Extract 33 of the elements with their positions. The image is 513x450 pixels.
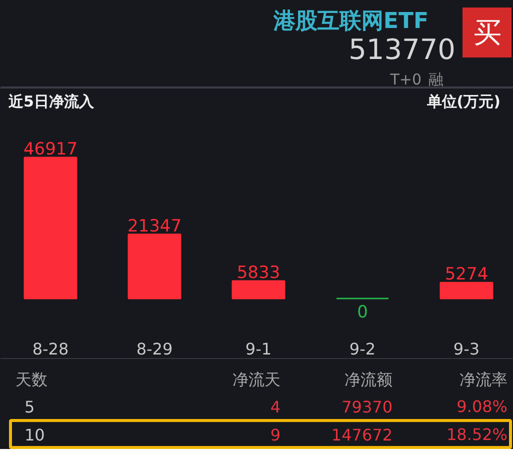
x-tick-label: 9-2 [349,340,376,358]
text: 147672 [331,426,392,444]
text: T+0 [389,70,422,88]
text: 4 [270,398,281,416]
text: 净流额 [344,370,392,389]
bar [24,156,78,300]
bar [232,280,286,300]
text: 5 [24,398,35,416]
bar [128,234,182,300]
data-label: 5274 [444,264,488,285]
data-label: 46917 [23,140,78,160]
chart-title: 近5日净流入 [8,92,95,110]
data-label: 5833 [236,262,280,283]
data-label: 0 [357,302,368,322]
text: 港股互联网ETF [272,9,429,34]
bar [440,282,494,300]
text: 天数 [16,370,48,389]
text: 9 [270,426,281,444]
x-tick-label: 8-28 [32,340,69,358]
x-tick-label: 9-1 [245,340,272,358]
x-tick-label: 8-29 [136,340,173,358]
text: 9.08% [456,397,508,416]
text: 18.52% [446,425,508,444]
text: 净流率 [460,370,508,389]
text: 513770 [348,33,456,66]
text: 买 [474,16,502,49]
text: 79370 [342,398,393,416]
data-label: 21347 [127,216,182,236]
text: 融 [428,70,444,88]
text: 单位(万元) [426,92,501,110]
text: 净流天 [232,370,280,389]
text: 10 [24,426,45,444]
x-tick-label: 9-3 [453,340,480,358]
